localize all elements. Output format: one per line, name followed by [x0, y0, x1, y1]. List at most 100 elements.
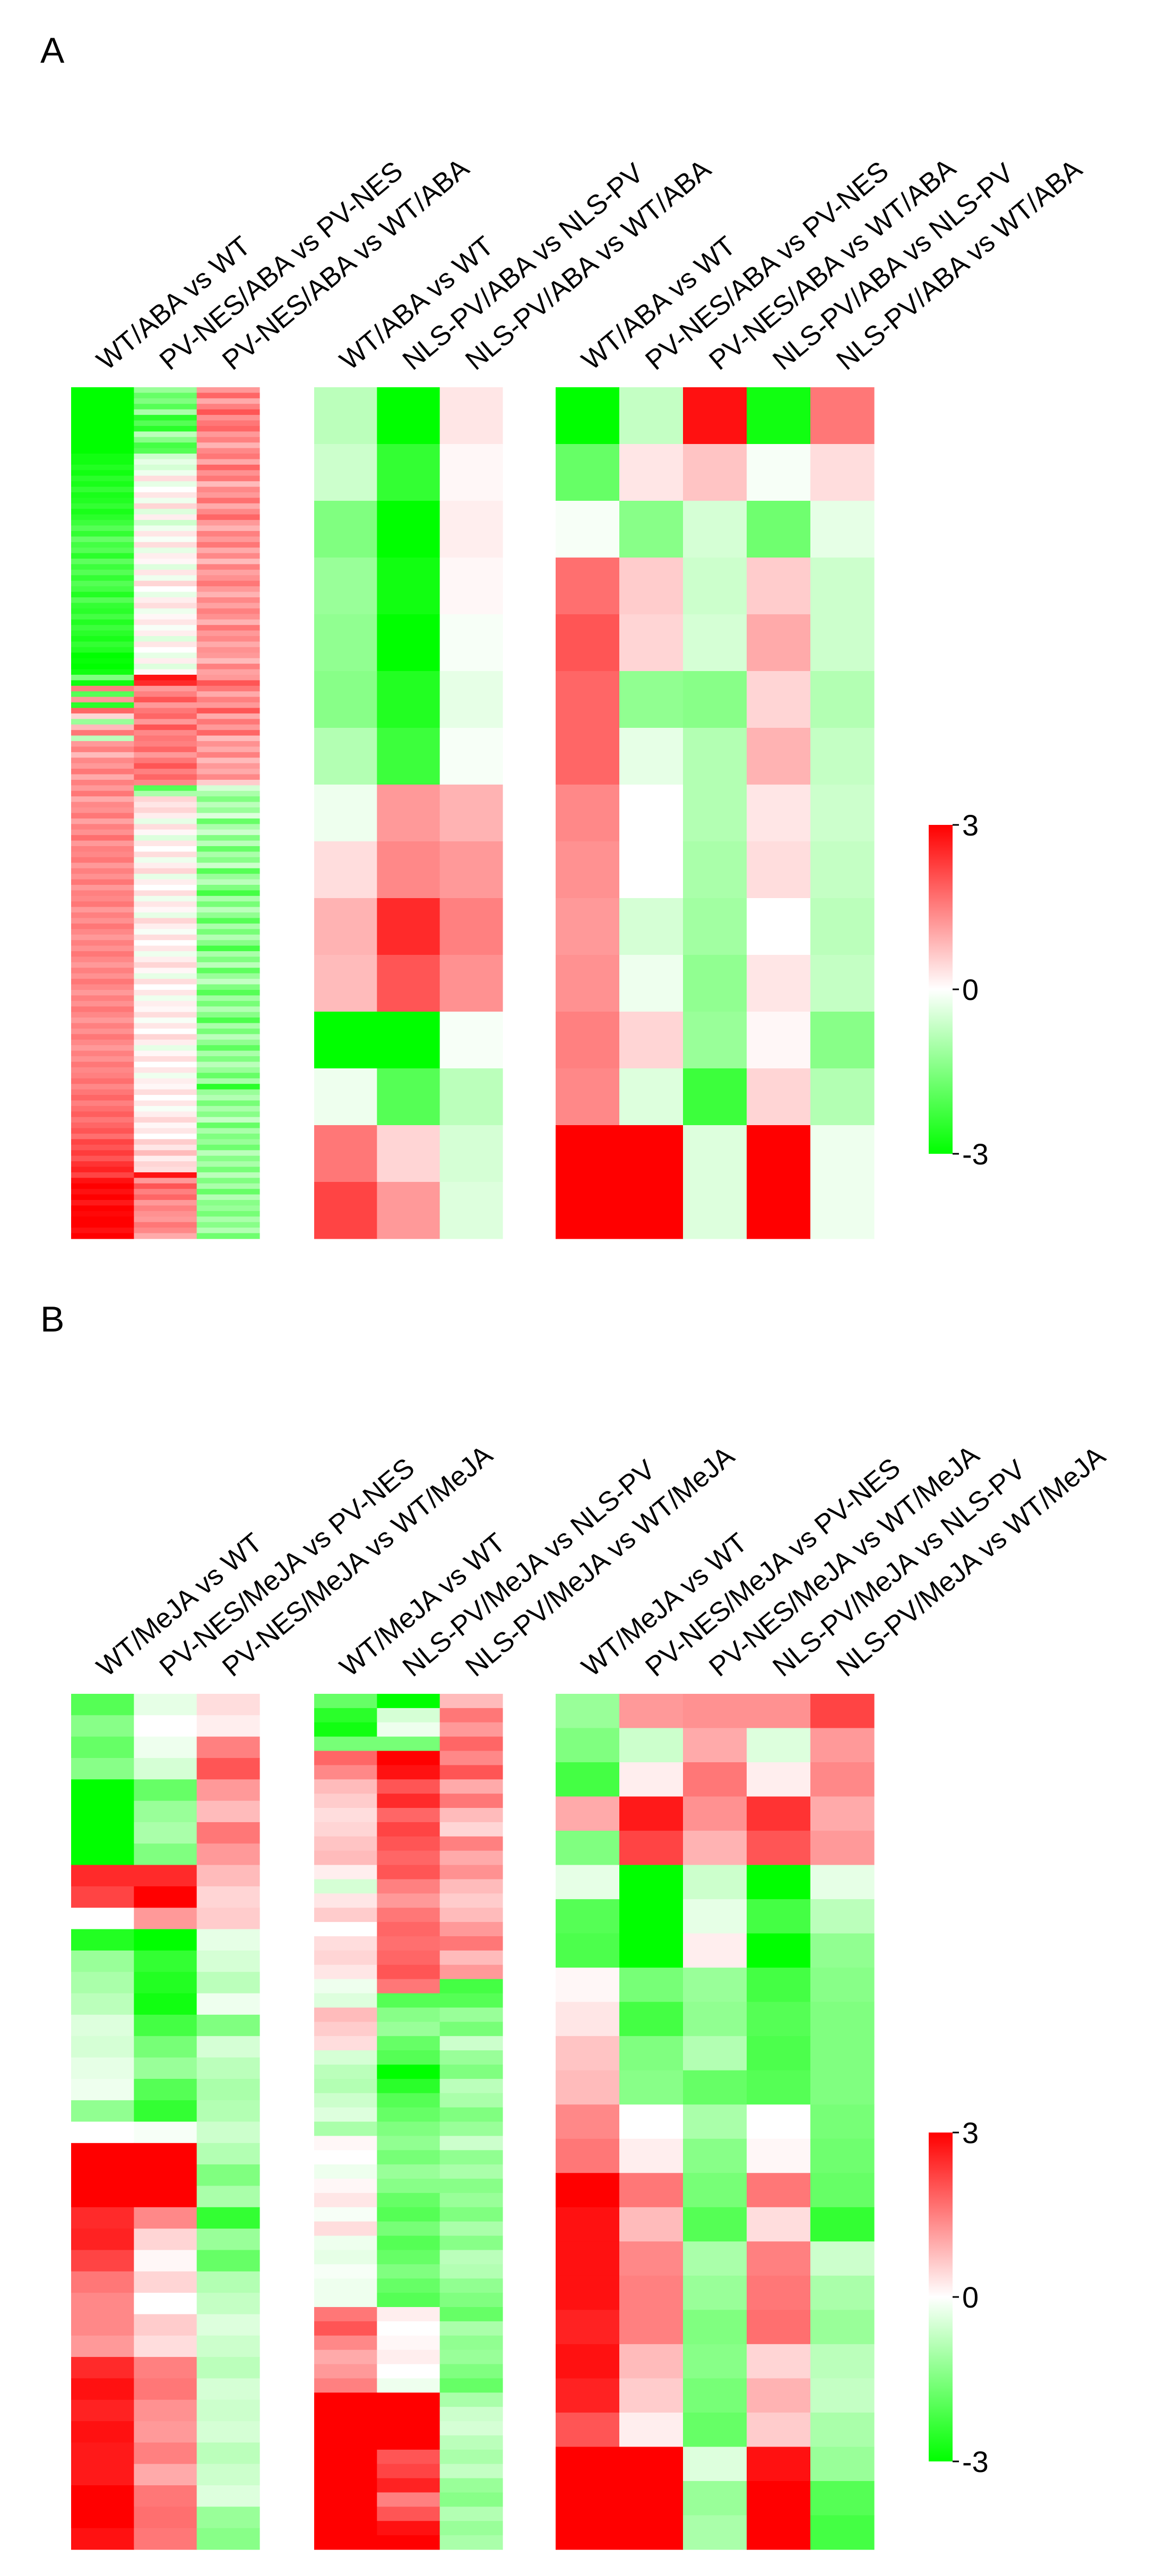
heatmap-cell	[619, 2412, 684, 2448]
heatmap-cell	[71, 912, 134, 919]
heatmap-cell	[439, 1182, 503, 1239]
heatmap-cell	[619, 2001, 684, 2037]
heatmap-cell	[377, 2093, 440, 2108]
heatmap-cell	[71, 1183, 134, 1189]
heatmap-cell	[71, 2485, 134, 2507]
heatmap-cell	[71, 746, 134, 753]
heatmap-cell	[134, 713, 197, 719]
heatmap-cell	[196, 591, 260, 598]
heatmap-cell	[71, 475, 134, 482]
heatmap-cell	[71, 923, 134, 929]
heatmap-cell	[134, 918, 197, 924]
heatmap-cell	[134, 807, 197, 814]
heatmap-cell	[134, 680, 197, 686]
heatmap-cell	[134, 664, 197, 670]
heatmap-cell	[619, 955, 684, 1012]
heatmap-cell	[134, 907, 197, 913]
heatmap-cell	[134, 591, 197, 598]
heatmap-cell	[196, 559, 260, 565]
heatmap-cell	[196, 1006, 260, 1013]
heatmap-cell	[196, 1736, 260, 1759]
heatmap-cell	[196, 912, 260, 919]
heatmap-cell	[71, 1117, 134, 1123]
heatmap-cell	[196, 492, 260, 499]
heatmap-cell	[196, 2078, 260, 2101]
heatmap-cell	[71, 1056, 134, 1063]
heatmap-cell	[619, 1012, 684, 1069]
heatmap-cell	[71, 884, 134, 891]
heatmap-cell	[377, 2435, 440, 2450]
heatmap-cell	[810, 728, 875, 785]
heatmap-cell	[134, 1006, 197, 1013]
heatmap-cell	[196, 658, 260, 664]
heatmap-cell	[134, 697, 197, 703]
heatmap-cell	[134, 1736, 197, 1759]
heatmap-cell	[196, 2143, 260, 2165]
heatmap-cell	[439, 558, 503, 615]
heatmap-cell	[556, 1831, 620, 1866]
heatmap-cell	[134, 542, 197, 548]
heatmap-cell	[71, 1167, 134, 1173]
heatmap-cell	[71, 1233, 134, 1239]
heatmap-cell	[71, 1095, 134, 1101]
heatmap-cell	[439, 1068, 503, 1126]
heatmap-cell	[810, 2515, 875, 2550]
heatmap-cell	[134, 774, 197, 780]
heatmap-cell	[377, 1012, 440, 1069]
heatmap-cell	[71, 664, 134, 670]
heatmap-cell	[196, 1012, 260, 1018]
heatmap-cell	[747, 2481, 811, 2516]
heatmap-cell	[134, 2271, 197, 2293]
heatmap-cell	[556, 2173, 620, 2208]
heatmap-cell	[439, 671, 503, 728]
heatmap-cell	[196, 2378, 260, 2400]
heatmap-cell	[314, 2349, 377, 2365]
heatmap-cell	[196, 525, 260, 532]
heatmap-cell	[196, 387, 260, 394]
heatmap-cell	[71, 1200, 134, 1206]
heatmap-cell	[134, 525, 197, 532]
heatmap-cell	[196, 1095, 260, 1101]
heatmap-cell	[196, 752, 260, 758]
heatmap-cell	[196, 719, 260, 725]
heatmap-cell	[196, 1972, 260, 1994]
heatmap-cell	[619, 671, 684, 728]
colorbar-gradient	[929, 825, 953, 1154]
heatmap-cell	[556, 558, 620, 615]
heatmap-cell	[71, 1161, 134, 1168]
heatmap-cell	[619, 1125, 684, 1182]
heatmap-cell	[134, 564, 197, 570]
heatmap-cell	[810, 1125, 875, 1182]
heatmap-cell	[556, 1068, 620, 1126]
heatmap-cell	[71, 2314, 134, 2336]
heatmap-cell	[683, 2241, 747, 2276]
heatmap-cell	[134, 879, 197, 885]
heatmap-cell	[314, 1125, 377, 1182]
heatmap-cell	[134, 1089, 197, 1095]
heatmap-cell	[810, 444, 875, 501]
heatmap-cell	[134, 509, 197, 515]
heatmap-cell	[196, 669, 260, 675]
heatmap-cell	[439, 1850, 503, 1866]
heatmap-cell	[71, 785, 134, 791]
heatmap-cell	[134, 1843, 197, 1866]
heatmap-cell	[683, 2378, 747, 2413]
heatmap-cell	[71, 890, 134, 897]
heatmap-cell	[377, 2278, 440, 2293]
heatmap-cell	[196, 874, 260, 880]
heatmap-cell	[134, 1017, 197, 1024]
heatmap-cell	[810, 1899, 875, 1934]
heatmap-cell	[196, 1034, 260, 1040]
heatmap-cell	[439, 2107, 503, 2122]
heatmap-cell	[377, 2078, 440, 2094]
heatmap-cell	[134, 741, 197, 747]
heatmap-cell	[439, 2392, 503, 2407]
heatmap-cell	[134, 884, 197, 891]
heatmap-cell	[71, 1023, 134, 1029]
heatmap-cell	[71, 525, 134, 532]
heatmap-cell	[196, 1073, 260, 1079]
heatmap-cell	[683, 1012, 747, 1069]
heatmap-cell	[134, 420, 197, 427]
heatmap-cell	[134, 2528, 197, 2550]
